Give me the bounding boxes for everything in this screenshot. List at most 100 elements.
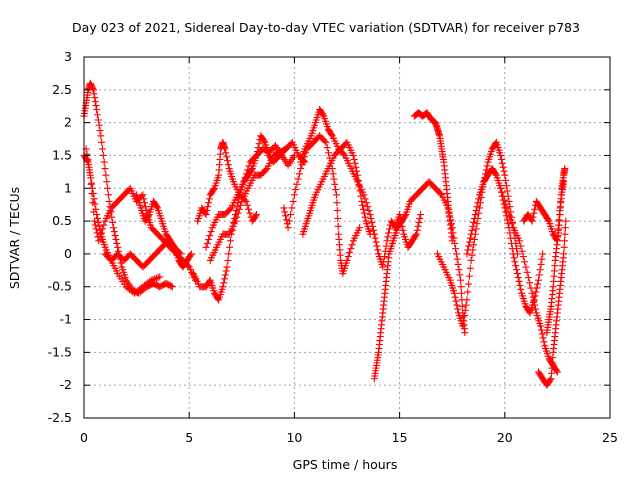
data-point <box>202 243 210 251</box>
data-point <box>499 163 507 171</box>
data-point <box>561 230 569 238</box>
y-tick-label: 2 <box>64 115 72 130</box>
data-point <box>332 186 340 194</box>
data-point <box>492 140 500 148</box>
data-point <box>382 242 390 250</box>
data-point <box>497 155 505 163</box>
data-point <box>465 280 473 288</box>
data-point <box>415 218 423 226</box>
data-point <box>361 213 369 221</box>
data-point <box>412 230 420 238</box>
data-point <box>503 187 511 195</box>
data-point <box>398 222 406 230</box>
data-point <box>92 225 100 233</box>
series-track-o <box>410 109 456 245</box>
data-point <box>287 211 295 219</box>
data-point <box>537 260 545 268</box>
data-point <box>529 213 537 221</box>
data-point <box>540 338 548 346</box>
data-point <box>412 232 420 240</box>
data-point <box>510 254 518 262</box>
data-point <box>474 199 482 207</box>
data-point <box>371 234 379 242</box>
data-point <box>104 184 112 192</box>
data-point <box>513 270 521 278</box>
data-point <box>240 178 248 186</box>
data-point <box>472 207 480 215</box>
data-point <box>508 245 516 253</box>
data-point <box>535 271 543 279</box>
data-point <box>334 214 342 222</box>
data-point <box>97 229 105 237</box>
data-point <box>560 178 568 186</box>
data-point <box>364 203 372 211</box>
data-point <box>460 312 468 320</box>
y-tick-label: 3 <box>64 49 72 64</box>
data-point <box>340 150 348 158</box>
data-point <box>457 289 465 297</box>
data-point <box>285 217 293 225</box>
data-point <box>109 224 117 232</box>
data-point <box>140 195 148 203</box>
data-point <box>534 280 542 288</box>
data-point <box>516 237 524 245</box>
data-point <box>538 330 546 338</box>
data-point <box>454 305 462 313</box>
data-point <box>219 283 227 291</box>
data-point <box>503 204 511 212</box>
data-point <box>223 263 231 271</box>
data-point <box>226 205 234 213</box>
data-point <box>451 293 459 301</box>
data-point <box>356 224 364 232</box>
data-point <box>414 222 422 230</box>
data-point <box>508 239 516 247</box>
data-point <box>461 306 469 314</box>
data-point <box>324 149 332 157</box>
data-point <box>242 170 250 178</box>
x-tick-label: 25 <box>602 430 618 445</box>
data-point <box>473 203 481 211</box>
data-point <box>511 258 519 266</box>
data-point <box>289 197 297 205</box>
data-point <box>104 191 112 199</box>
chart-title: Day 023 of 2021, Sidereal Day-to-day VTE… <box>72 20 580 35</box>
data-point <box>517 242 525 250</box>
data-point <box>205 199 213 207</box>
data-point <box>95 237 103 245</box>
data-point <box>111 232 119 240</box>
data-point <box>93 106 101 114</box>
data-point <box>381 247 389 255</box>
data-point <box>528 289 536 297</box>
data-point <box>499 192 507 200</box>
data-point <box>461 329 469 337</box>
data-point <box>531 205 539 213</box>
data-point <box>492 170 500 178</box>
data-point <box>497 151 505 159</box>
data-point <box>333 207 341 215</box>
data-point <box>532 288 540 296</box>
data-point <box>528 217 536 225</box>
series-track-m <box>370 178 469 383</box>
data-point <box>506 229 514 237</box>
data-point <box>85 166 93 174</box>
data-point <box>473 220 481 228</box>
data-point <box>465 238 473 246</box>
data-point <box>344 253 352 261</box>
data-point <box>354 171 362 179</box>
data-point <box>498 159 506 167</box>
data-point <box>110 228 118 236</box>
data-point <box>539 250 547 258</box>
data-point <box>544 216 552 224</box>
data-point <box>464 246 472 254</box>
data-point <box>507 216 515 224</box>
data-point <box>93 111 101 119</box>
data-point <box>154 274 162 282</box>
data-point <box>95 121 103 129</box>
data-point <box>462 301 470 309</box>
data-point <box>396 214 404 222</box>
series-track-n <box>370 211 425 271</box>
data-point <box>391 222 399 230</box>
data-point <box>292 186 300 194</box>
data-point <box>413 226 421 234</box>
